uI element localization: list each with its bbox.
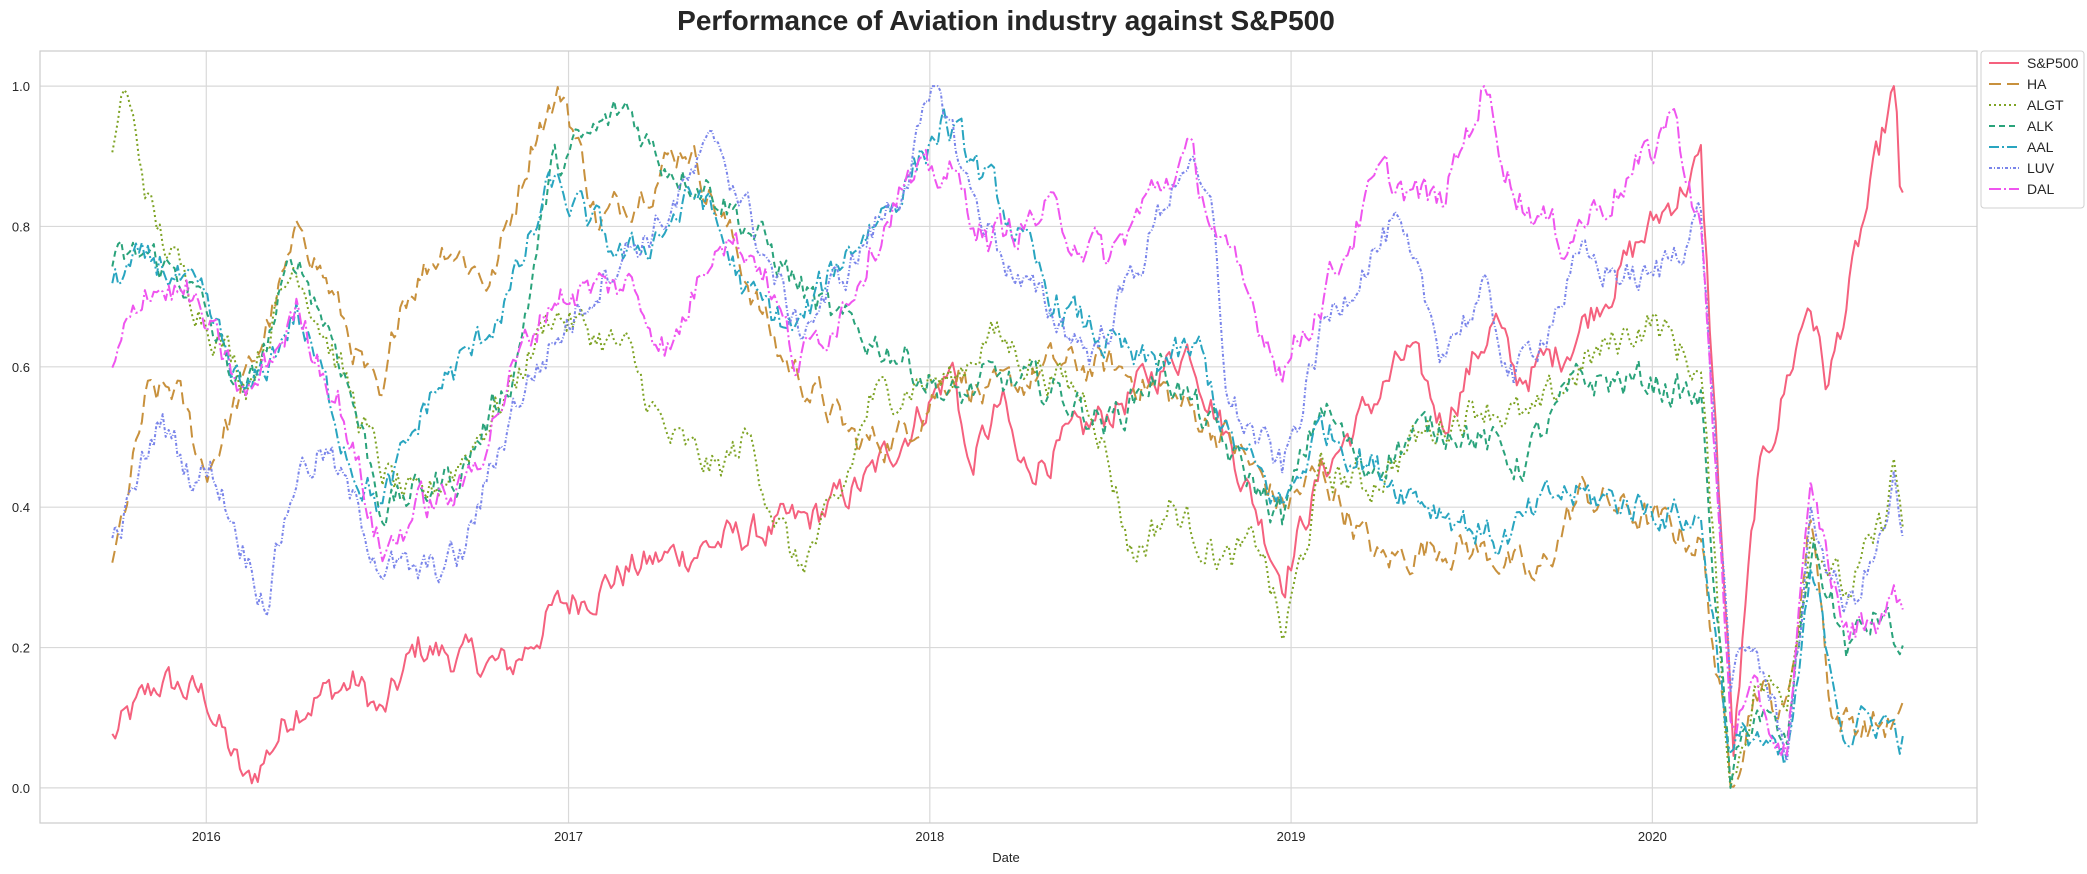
legend-label: S&P500: [2027, 55, 2079, 71]
chart-title: Performance of Aviation industry against…: [677, 5, 1335, 36]
legend-label: AAL: [2027, 139, 2054, 155]
legend-label: LUV: [2027, 160, 2055, 176]
legend: S&P500 HA ALGT ALK AAL LUV DAL: [1980, 50, 2085, 209]
series-line-sp500: [111, 85, 1904, 785]
y-tick-label: 0.6: [12, 360, 30, 375]
grid: [40, 51, 1977, 823]
x-tick-label: 2019: [1277, 829, 1306, 844]
legend-label: ALGT: [2027, 97, 2064, 113]
legend-label: ALK: [2027, 118, 2054, 134]
y-axis-ticks: 0.0 0.2 0.4 0.6 0.8 1.0: [12, 79, 30, 796]
legend-label: DAL: [2027, 181, 2054, 197]
series-line-alk: [111, 99, 1904, 789]
y-tick-label: 0.8: [12, 219, 30, 234]
y-tick-label: 0.0: [12, 781, 30, 796]
x-axis-ticks: 2016 2017 2018 2019 2020: [192, 829, 1667, 844]
series-line-ha: [111, 86, 1904, 788]
series-line-algt: [111, 88, 1904, 789]
series-line-luv: [111, 85, 1904, 762]
x-tick-label: 2017: [554, 829, 583, 844]
x-tick-label: 2018: [915, 829, 944, 844]
y-tick-label: 1.0: [12, 79, 30, 94]
x-tick-label: 2020: [1638, 829, 1667, 844]
y-tick-label: 0.2: [12, 641, 30, 656]
y-tick-label: 0.4: [12, 500, 30, 515]
series-layer: [111, 85, 1904, 789]
legend-label: HA: [2027, 76, 2047, 92]
series-line-aal: [111, 106, 1904, 765]
x-axis-label: Date: [992, 850, 1019, 865]
series-line-dal: [111, 85, 1904, 758]
x-tick-label: 2016: [192, 829, 221, 844]
plot-area-frame: [39, 50, 1978, 824]
